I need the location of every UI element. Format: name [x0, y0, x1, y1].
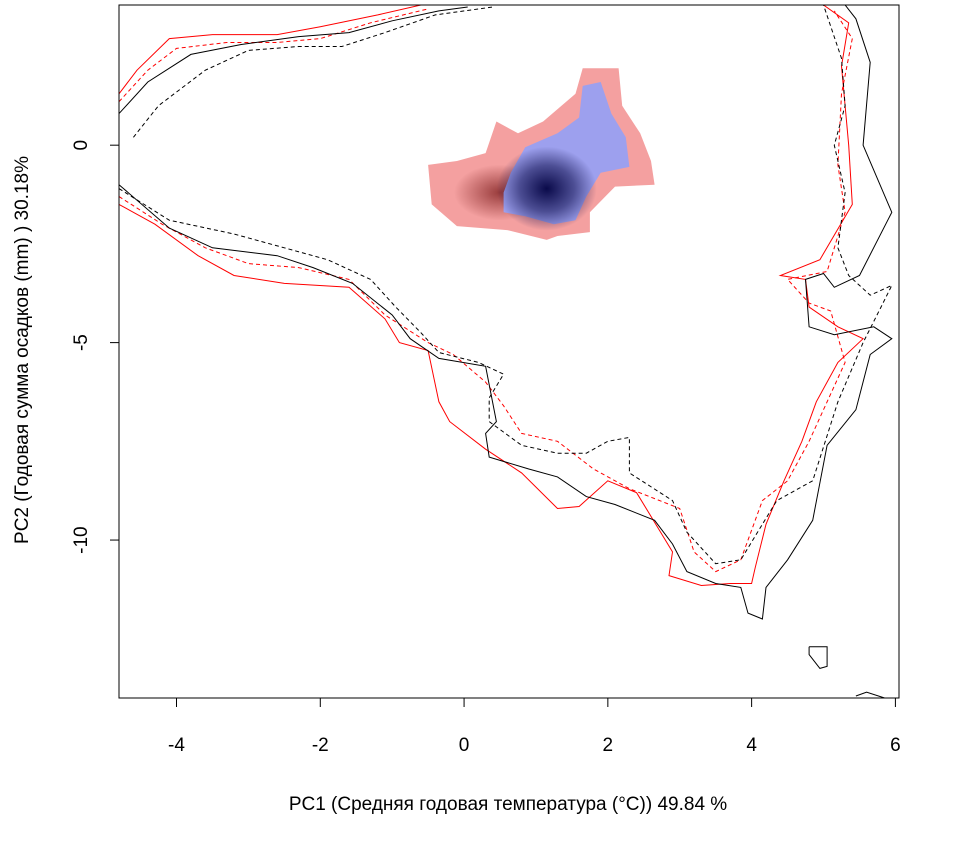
contour-line-2: [119, 5, 864, 587]
contour-line-5: [119, 6, 468, 114]
density-b-peak: [496, 146, 597, 231]
x-tick-label: 0: [459, 735, 470, 756]
x-axis-title: PC1 (Средняя годовая температура (°С)) 4…: [289, 794, 727, 815]
y-tick-label: 0: [71, 140, 92, 151]
x-tick-label: -2: [312, 735, 329, 756]
contour-line-4: [119, 10, 853, 573]
y-tick-label: -10: [71, 526, 92, 553]
contour-line-8: [808, 646, 828, 669]
contour-line-1: [119, 5, 422, 95]
x-tick-label: 6: [890, 735, 901, 756]
density-layer: [428, 68, 655, 240]
x-tick-label: 2: [603, 735, 614, 756]
contour-line-3: [119, 8, 429, 103]
x-tick-label: -4: [168, 735, 185, 756]
x-tick-label: 4: [746, 735, 757, 756]
plot-frame: [118, 4, 900, 699]
contour-line-7: [855, 691, 885, 698]
x-axis: -4 -2 0 2 4 6: [168, 697, 901, 756]
y-axis-title: PC2 (Годовая сумма осадков (mm) ) 30.18%: [12, 156, 33, 544]
contour-line-9: [133, 6, 493, 138]
contour-line-10: [119, 5, 893, 565]
y-axis: 0 -5 -10: [71, 140, 120, 554]
contour-line-6: [119, 5, 893, 620]
contour-layer: [119, 5, 893, 698]
y-tick-label: -5: [71, 334, 92, 351]
plot-area: [119, 5, 893, 698]
